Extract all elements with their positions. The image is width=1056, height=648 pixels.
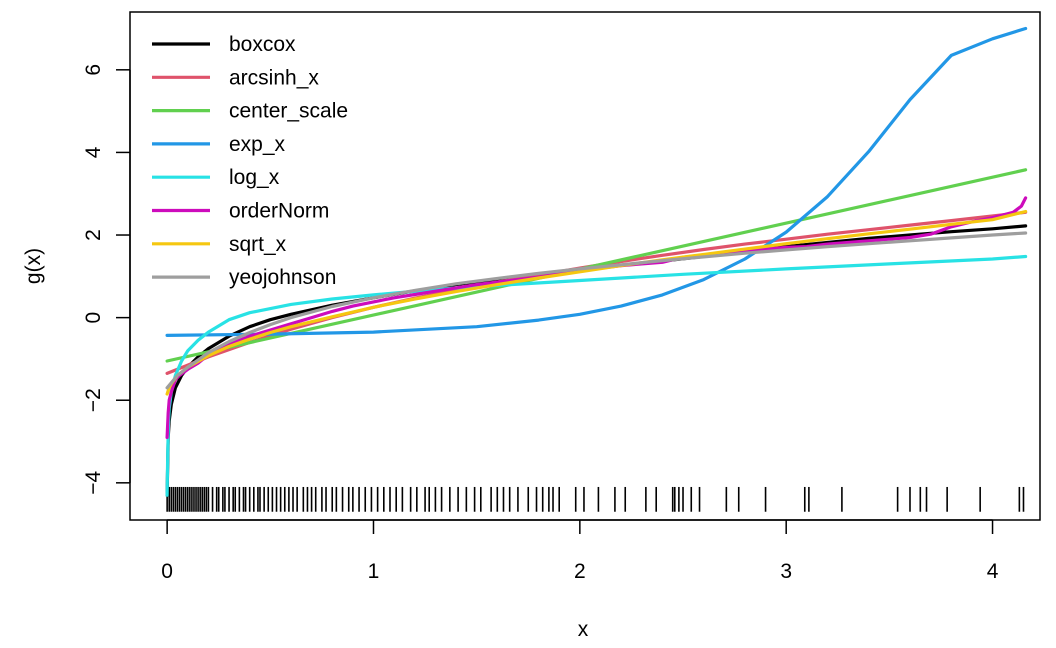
y-tick-label: 2 <box>82 229 105 241</box>
legend: boxcox arcsinh_x center_scale exp_x log_xord… <box>152 33 348 289</box>
rug-layer <box>166 486 1025 512</box>
legend-item-arcsinh_x: arcsinh_x <box>152 66 319 89</box>
y-tick-label: 0 <box>82 312 105 324</box>
x-tick-label: 1 <box>368 560 380 583</box>
legend-item-yeojohnson: yeojohnson <box>152 266 336 289</box>
series-line-log_x <box>165 254 1028 497</box>
series-line-exp_x <box>165 26 1028 337</box>
legend-label: sqrt_x <box>229 233 287 256</box>
legend-label: center_scale <box>229 100 348 123</box>
legend-label: arcsinh_x <box>229 66 319 89</box>
x-axis-title: x <box>578 618 589 641</box>
series-line-yeojohnson <box>165 231 1028 390</box>
y-axis: −4 −2 0 2 4 6 <box>82 64 131 495</box>
legend-item-sqrt_x: sqrt_x <box>152 233 287 256</box>
y-tick-label: 6 <box>82 64 105 76</box>
legend-label: boxcox <box>229 33 296 56</box>
legend-label: log_x <box>229 166 280 189</box>
y-tick-label: −4 <box>82 471 105 495</box>
y-axis-title: g(x) <box>22 248 45 284</box>
legend-item-boxcox: boxcox <box>152 33 296 56</box>
series-layer <box>165 26 1028 497</box>
legend-label: orderNorm <box>229 200 329 223</box>
x-tick-label: 2 <box>574 560 586 583</box>
legend-label: yeojohnson <box>229 266 336 289</box>
x-tick-label: 4 <box>987 560 999 583</box>
series-line-center_scale <box>165 168 1028 363</box>
y-tick-label: −2 <box>82 388 105 412</box>
legend-item-log_x: log_x <box>152 166 280 189</box>
x-axis: 0 1 2 3 4 <box>161 519 999 583</box>
legend-label: exp_x <box>229 133 286 156</box>
x-tick-label: 0 <box>161 560 173 583</box>
legend-item-orderNorm: orderNorm <box>152 200 329 223</box>
legend-item-exp_x: exp_x <box>152 133 286 156</box>
x-tick-label: 3 <box>780 560 792 583</box>
legend-item-center_scale: center_scale <box>152 100 348 123</box>
y-tick-label: 4 <box>82 146 105 158</box>
